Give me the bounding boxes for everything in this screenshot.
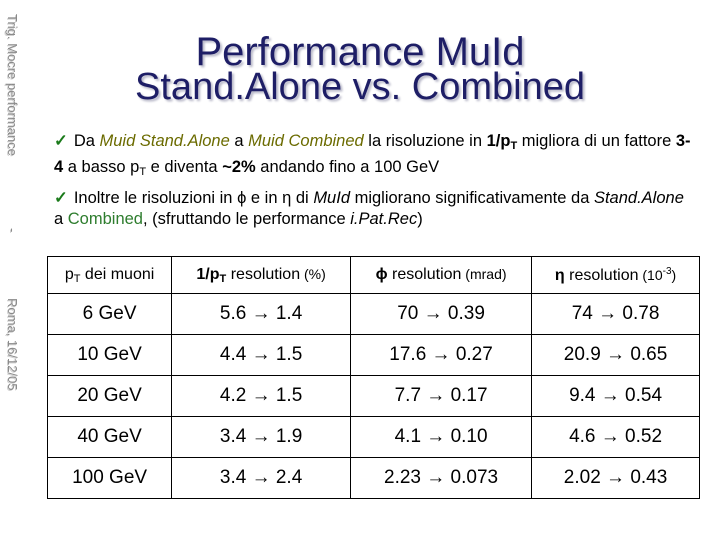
bullet-2-text: migliorano significativamente da — [350, 189, 594, 207]
muid-text: MuId — [313, 189, 350, 207]
muid-standalone-text: Muid Stand.Alone — [99, 132, 230, 150]
cell-eta-resolution: 74 → 0.78 — [531, 293, 700, 335]
cell-pt-resolution: 4.2 → 1.5 — [171, 375, 352, 417]
bullet-1-text: andando fino a 100 GeV — [255, 158, 440, 176]
cell-pt: 6 GeV — [46, 293, 173, 335]
header-pt-resolution: 1/pT resolution (%) — [171, 256, 352, 294]
cell-eta-resolution: 2.02 → 0.43 — [531, 457, 700, 499]
table-row: 10 GeV 4.4 → 1.5 17.6 → 0.27 20.9 → 0.65 — [46, 334, 700, 376]
improvement-factor: 3-4 — [54, 132, 691, 176]
standalone-text: Stand.Alone — [593, 189, 684, 207]
cell-pt-resolution: 3.4 → 2.4 — [171, 457, 352, 499]
combined-text: Combined — [67, 210, 143, 228]
cell-pt-resolution: 4.4 → 1.5 — [171, 334, 352, 376]
table-header-row: pT dei muoni 1/pT resolution (%) ϕ resol… — [46, 256, 700, 294]
cell-phi-resolution: 2.23 → 0.073 — [350, 457, 533, 499]
bullet-1: ✓ Da Muid Stand.Alone a Muid Combined la … — [54, 131, 694, 183]
bullet-1-text: T — [139, 166, 147, 178]
check-icon: ✓ — [54, 189, 68, 207]
side-label-top: Trig. Mocre performance — [5, 14, 20, 156]
pt-inverse: 1/pT — [486, 132, 518, 152]
bullet-2-text: , (sfruttando le performance — [142, 210, 351, 228]
cell-eta-resolution: 4.6 → 0.52 — [531, 416, 700, 458]
eta-symbol: η — [282, 189, 292, 207]
cell-pt-resolution: 3.4 → 1.9 — [171, 416, 352, 458]
bullet-1-text: a — [229, 132, 249, 150]
bullet-2-text: e in — [246, 189, 283, 207]
cell-eta-resolution: 20.9 → 0.65 — [531, 334, 700, 376]
header-phi-resolution: ϕ resolution (mrad) — [350, 256, 533, 294]
bullet-1-text: a basso p — [63, 158, 140, 176]
header-pt: pT dei muoni — [46, 256, 173, 294]
bullet-1-text: migliora di un fattore — [517, 132, 676, 150]
cell-phi-resolution: 4.1 → 0.10 — [350, 416, 533, 458]
bullet-2-text: di — [291, 189, 314, 207]
bullet-2-text: a — [54, 210, 68, 228]
slide-title: Performance MuId — [195, 30, 525, 74]
cell-pt: 40 GeV — [46, 416, 173, 458]
cell-pt: 10 GeV — [46, 334, 173, 376]
resolution-percent: ~2% — [222, 158, 256, 176]
muid-combined-text: Muid Combined — [248, 132, 364, 150]
cell-phi-resolution: 17.6 → 0.27 — [350, 334, 533, 376]
cell-phi-resolution: 7.7 → 0.17 — [350, 375, 533, 417]
table-row: 20 GeV 4.2 → 1.5 7.7 → 0.17 9.4 → 0.54 — [46, 375, 700, 417]
cell-pt-resolution: 5.6 → 1.4 — [171, 293, 352, 335]
bullet-2-text: Inoltre le risoluzioni in — [73, 189, 238, 207]
slide-subtitle: Stand.Alone vs. Combined — [135, 66, 585, 108]
phi-symbol: ϕ — [237, 189, 247, 207]
bullet-1-text: la risoluzione in — [363, 132, 487, 150]
cell-eta-resolution: 9.4 → 0.54 — [531, 375, 700, 417]
resolution-table: pT dei muoni 1/pT resolution (%) ϕ resol… — [46, 256, 700, 499]
table-row: 40 GeV 3.4 → 1.9 4.1 → 0.10 4.6 → 0.52 — [46, 416, 700, 458]
bullet-1-text: Da — [73, 132, 100, 150]
ipatrec-text: i.Pat.Rec — [350, 210, 418, 228]
bullet-2-text: ) — [417, 210, 423, 228]
cell-phi-resolution: 70 → 0.39 — [350, 293, 533, 335]
bullet-1-text: e diventa — [146, 158, 223, 176]
side-label-date: Roma, 16/12/05 — [5, 298, 20, 391]
table-row: 6 GeV 5.6 → 1.4 70 → 0.39 74 → 0.78 — [46, 293, 700, 335]
bullet-2: ✓ Inoltre le risoluzioni in ϕ e in η di M… — [54, 188, 694, 230]
cell-pt: 20 GeV — [46, 375, 173, 417]
side-label-dash: - — [5, 228, 20, 233]
table-row: 100 GeV 3.4 → 2.4 2.23 → 0.073 2.02 → 0.… — [46, 457, 700, 499]
check-icon: ✓ — [54, 132, 68, 150]
header-eta-resolution: η resolution (10-3) — [531, 256, 700, 294]
cell-pt: 100 GeV — [46, 457, 173, 499]
